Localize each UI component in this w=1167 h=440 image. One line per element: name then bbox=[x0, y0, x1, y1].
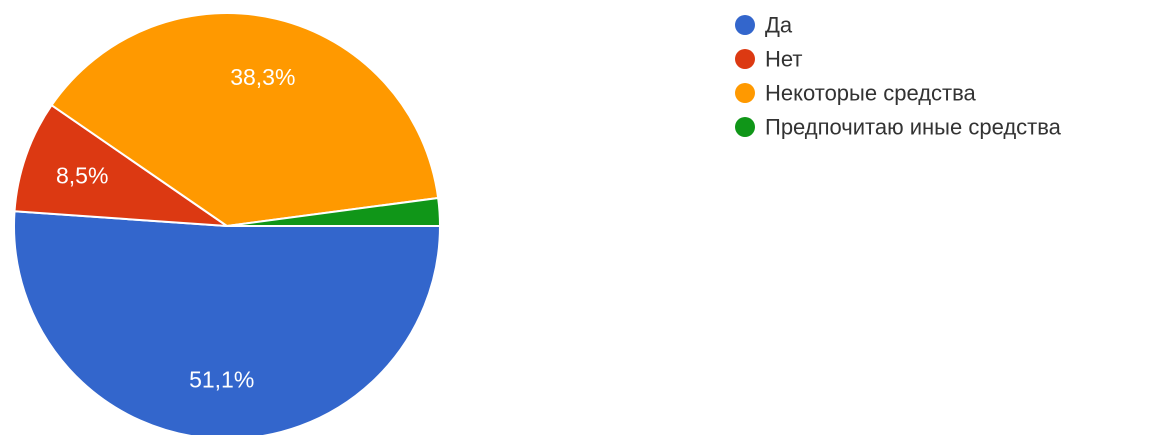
pie-slices bbox=[13, 12, 441, 440]
legend-swatch-3 bbox=[735, 83, 755, 103]
pie-slice-1-value-label: 51,1% bbox=[189, 366, 254, 392]
legend-item-2[interactable]: Нет bbox=[735, 47, 802, 72]
legend-label-3: Некоторые средства bbox=[765, 81, 977, 106]
pie-slice-labels: 51,1% 8,5% 38,3% bbox=[56, 64, 295, 392]
legend-swatch-2 bbox=[735, 49, 755, 69]
pie-slice-2[interactable] bbox=[13, 104, 228, 227]
legend-item-3[interactable]: Некоторые средства bbox=[735, 81, 977, 106]
pie-slice-1[interactable] bbox=[13, 210, 441, 440]
legend-item-1[interactable]: Да bbox=[735, 13, 793, 38]
legend: Да Нет Некоторые средства Предпочитаю иные … bbox=[735, 13, 1062, 140]
legend-swatch-1 bbox=[735, 15, 755, 35]
legend-label-4: Предпочитаю иные средства bbox=[765, 115, 1062, 140]
pie-slice-3[interactable] bbox=[50, 12, 440, 227]
pie-slice-2-value-label: 8,5% bbox=[56, 162, 108, 188]
legend-swatch-4 bbox=[735, 117, 755, 137]
pie-slice-4[interactable] bbox=[226, 196, 441, 227]
pie-slice-3-value-label: 38,3% bbox=[230, 64, 295, 90]
legend-item-4[interactable]: Предпочитаю иные средства bbox=[735, 115, 1062, 140]
legend-label-2: Нет bbox=[765, 47, 802, 72]
legend-label-1: Да bbox=[765, 13, 793, 38]
